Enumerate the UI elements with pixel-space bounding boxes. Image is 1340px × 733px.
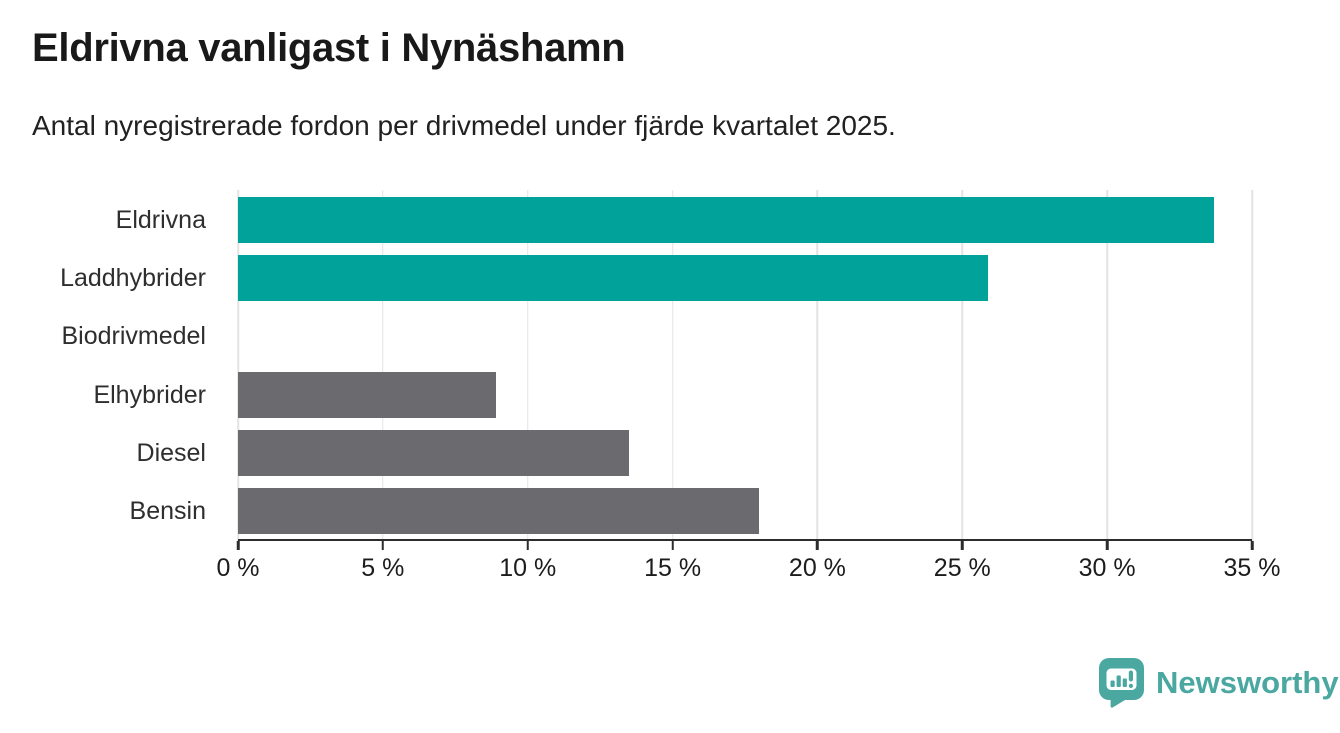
category-label-laddhybrider: Laddhybrider [60,264,206,293]
x-axis-line [238,538,1252,541]
x-axis-tick-15 [671,541,674,550]
chart-title: Eldrivna vanligast i Nynäshamn [32,26,626,70]
newsworthy-logo: Newsworthy [1098,657,1339,709]
gridline-30 [1106,190,1108,541]
x-axis-tick-label-25: 25 % [933,554,991,582]
gridline-10 [526,190,529,541]
x-axis-tick-label-30: 30 % [1078,554,1136,582]
bar-diesel [238,429,630,476]
x-axis-tick-10 [526,541,529,550]
gridline-5 [382,190,384,541]
plot-area: 0 % 5 % 10 % 15 % 20 % 25 % 30 % 35 % [216,190,1280,582]
category-label-diesel: Diesel [136,438,206,467]
x-axis-tick-label-5: 5 % [361,554,405,582]
gridline-0 [237,190,239,541]
gridline-35 [1251,190,1253,541]
x-axis-tick-label-20: 20 % [788,554,846,582]
gridline-20 [816,190,819,541]
x-axis-tick-20 [816,541,819,550]
bar-bensin [238,488,760,534]
newsworthy-logo-icon [1099,658,1144,708]
gridline-15 [671,190,674,541]
bar-laddhybrider [238,255,989,302]
x-axis-tick-25 [961,541,964,550]
category-label-eldrivna: Eldrivna [115,206,206,234]
x-axis-tick-label-0: 0 % [216,554,260,582]
x-axis-tick-35 [1250,541,1254,550]
x-axis-tick-label-10: 10 % [499,554,557,582]
x-axis-tick-label-35: 35 % [1223,554,1281,582]
bar-eldrivna [238,197,1215,243]
category-label-biodrivmedel: Biodrivmedel [61,322,206,351]
gridline-25 [961,190,964,541]
category-label-elhybrider: Elhybrider [93,380,206,409]
bar-elhybrider [238,371,496,418]
x-axis-tick-30 [1105,541,1109,550]
x-axis-tick-0 [236,541,240,550]
x-axis-tick-5 [381,541,385,550]
category-label-bensin: Bensin [129,497,206,525]
x-axis-tick-label-15: 15 % [644,554,702,582]
brand-name: Newsworthy [1156,665,1339,700]
category-labels: Eldrivna Laddhybrider Biodrivmedel Elhybrid… [0,190,222,541]
chart-subtitle: Antal nyregistrerade fordon per drivmede… [32,110,896,141]
